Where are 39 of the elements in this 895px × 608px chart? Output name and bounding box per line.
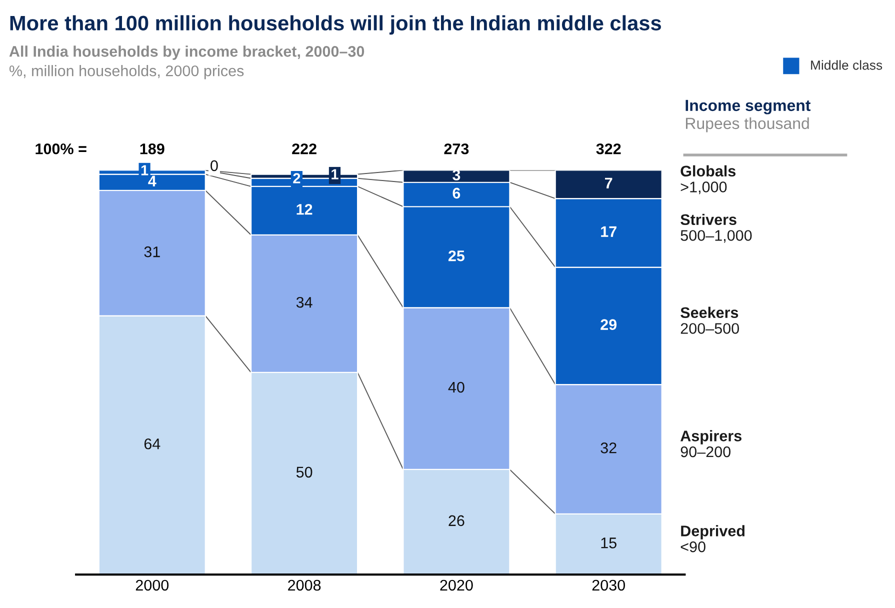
data-label: 3 <box>452 170 460 180</box>
data-label: 40 <box>448 382 464 393</box>
chart-title: More than 100 million households will join the Indian middle class <box>10 15 661 35</box>
text: 100% = <box>36 143 86 154</box>
data-label: 64 <box>144 438 160 450</box>
series-label: Globals >1,000 <box>680 165 736 194</box>
data-label: 12 <box>296 204 312 215</box>
data-label: 1 <box>141 165 148 176</box>
series-label: Strivers 500–1,000 <box>680 214 752 243</box>
annotation: 0 <box>210 160 218 172</box>
text: 322 <box>596 143 621 154</box>
chart-subtitle: All India households by income bracket, 2000–30 %, million households, 2000 prices <box>9 46 364 80</box>
data-label: 17 <box>601 226 616 237</box>
data-label: 1 <box>332 169 338 180</box>
data-label: 25 <box>448 250 465 262</box>
data-label: 29 <box>600 319 617 330</box>
x-tick-label: 2000 <box>136 580 169 591</box>
data-label: 26 <box>448 515 464 526</box>
text: Rupees thousand <box>686 117 809 132</box>
data-label: 15 <box>601 538 616 548</box>
data-label: 6 <box>452 188 460 199</box>
data-label: 50 <box>296 466 312 478</box>
legend-title: Income segment <box>686 100 811 114</box>
text: 273 <box>444 143 469 154</box>
x-tick-label: 2008 <box>288 580 321 591</box>
series-label: Aspirers 90–200 <box>680 430 742 458</box>
series-label: Deprived <90 <box>680 525 744 552</box>
data-label: 32 <box>600 442 616 454</box>
data-label: 31 <box>144 246 160 258</box>
data-label: 7 <box>605 178 612 188</box>
text: Middle class <box>811 60 882 70</box>
data-label: 4 <box>148 176 156 186</box>
data-label: 2 <box>293 173 300 184</box>
text: 189 <box>140 143 164 154</box>
text: 222 <box>292 143 316 154</box>
x-tick-label: 2020 <box>440 580 473 591</box>
data-label: 34 <box>296 296 312 308</box>
x-tick-label: 2030 <box>592 580 625 591</box>
series-label: Seekers 200–500 <box>680 306 739 334</box>
